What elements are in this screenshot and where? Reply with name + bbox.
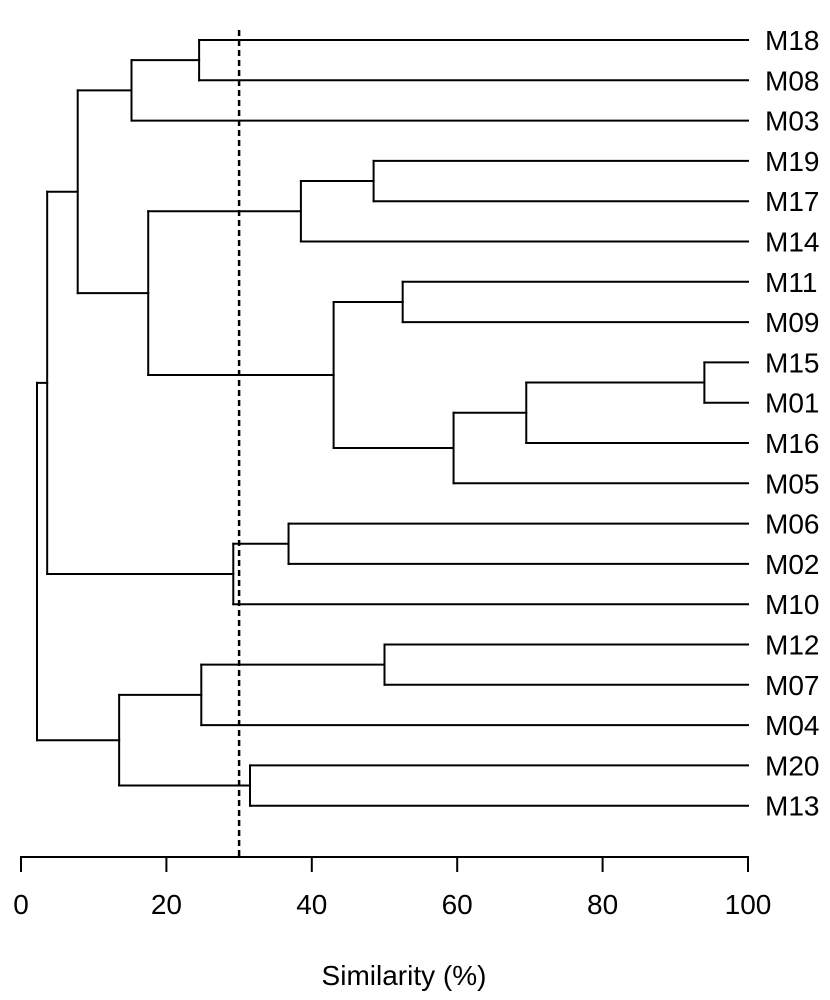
leaf-label: M16 xyxy=(765,428,819,459)
x-tick-label: 60 xyxy=(442,889,473,920)
leaf-label: M20 xyxy=(765,750,819,781)
leaf-label: M19 xyxy=(765,146,819,177)
leaf-label: M04 xyxy=(765,710,819,741)
x-tick-label: 20 xyxy=(151,889,182,920)
leaf-label: M17 xyxy=(765,186,819,217)
leaf-label: M14 xyxy=(765,227,819,258)
leaf-label: M18 xyxy=(765,25,819,56)
leaf-label: M02 xyxy=(765,549,819,580)
leaf-label: M03 xyxy=(765,106,819,137)
leaf-label: M07 xyxy=(765,670,819,701)
leaf-label: M15 xyxy=(765,347,819,378)
x-axis: 0 20 40 60 80 100 xyxy=(13,856,772,920)
x-tick-label: 80 xyxy=(587,889,618,920)
x-tick-label: 100 xyxy=(725,889,772,920)
leaf-label: M10 xyxy=(765,589,819,620)
leaf-label: M01 xyxy=(765,388,819,419)
leaf-label: M09 xyxy=(765,307,819,338)
leaf-label: M12 xyxy=(765,630,819,661)
leaf-label: M08 xyxy=(765,65,819,96)
leaf-label: M11 xyxy=(765,267,817,298)
dendrogram-branches xyxy=(35,39,749,807)
leaf-labels: M18 M08 M03 M19 M17 M14 M11 M09 M15 M01 M16 M05 M06 M… xyxy=(765,25,819,822)
x-tick-label: 40 xyxy=(296,889,327,920)
leaf-label: M05 xyxy=(765,468,819,499)
leaf-label: M06 xyxy=(765,509,819,540)
x-axis-label: Similarity (%) xyxy=(322,960,487,991)
leaf-label: M13 xyxy=(765,791,819,822)
x-tick-label: 0 xyxy=(13,889,29,920)
